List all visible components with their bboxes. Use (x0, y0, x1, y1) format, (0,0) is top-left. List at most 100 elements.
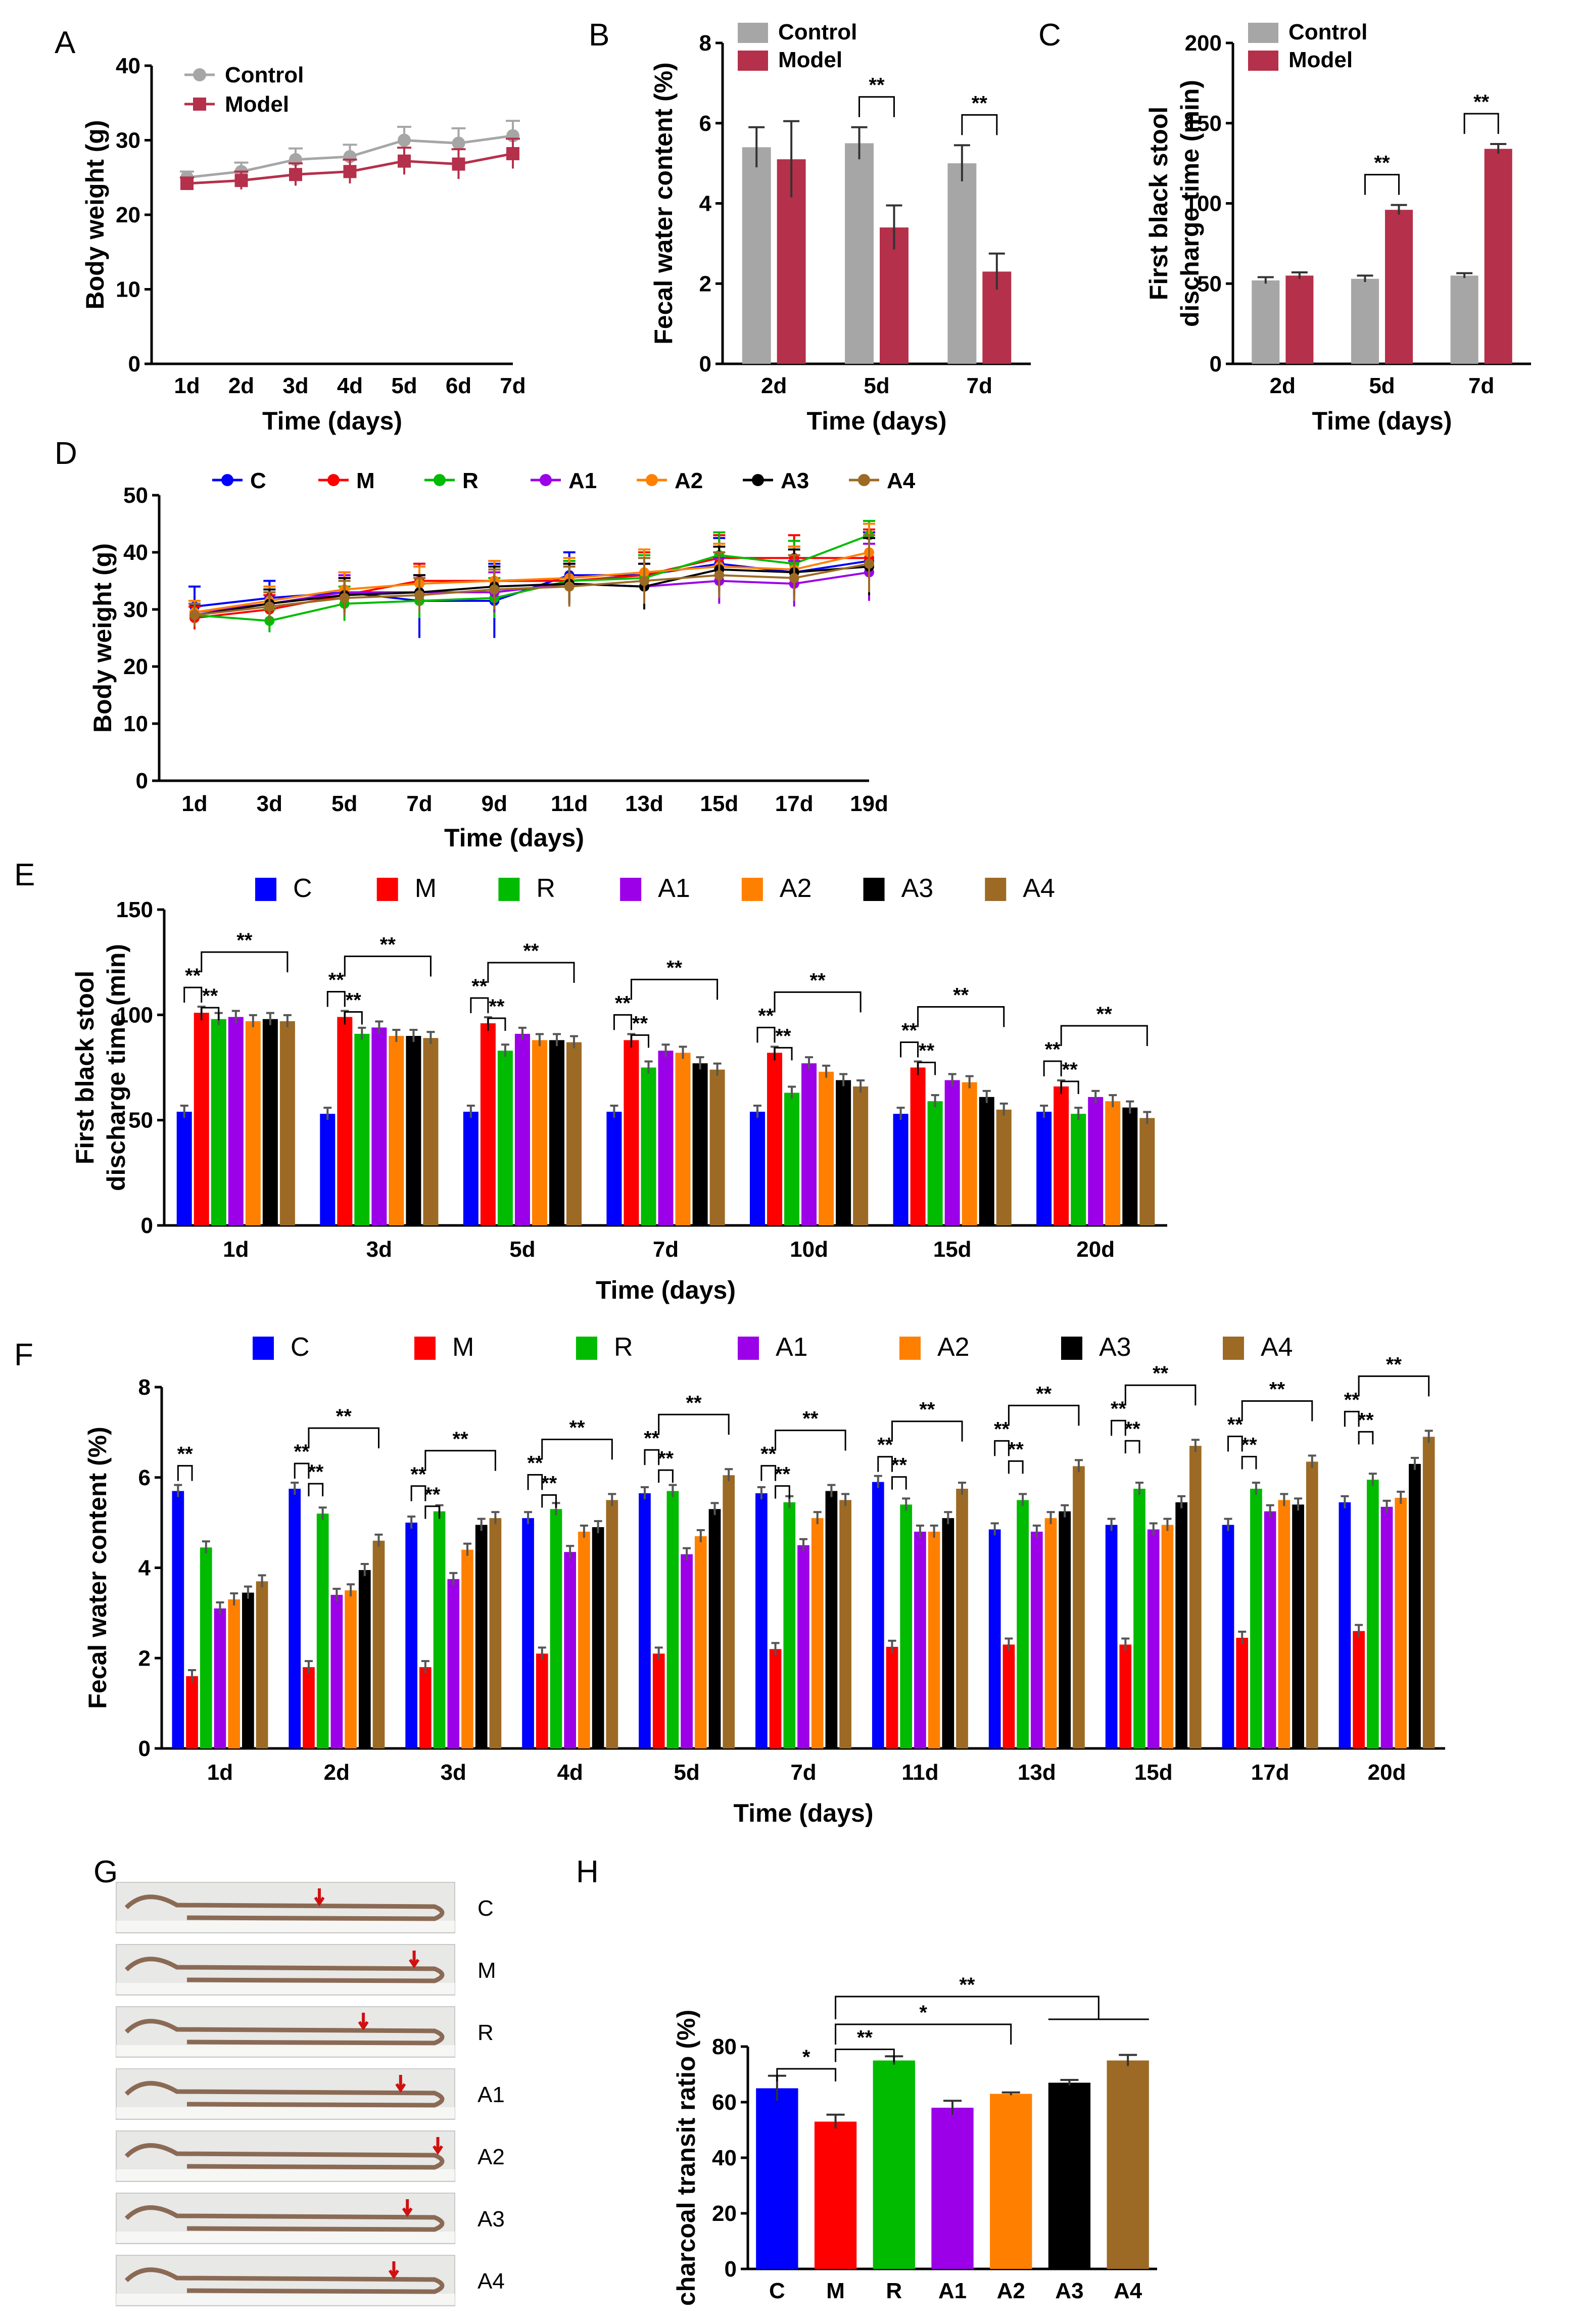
e-bar-c (320, 1114, 336, 1225)
a-legend-label: Model (225, 92, 289, 117)
c-legend-label: Control (1288, 20, 1367, 44)
d-point-a4 (489, 584, 500, 595)
d-y-tick-label: 50 (123, 483, 148, 508)
c-y-tick-label: 0 (1210, 352, 1222, 376)
f-sig-bracket (877, 1456, 893, 1472)
a-point-model (289, 168, 302, 181)
g-ruler (116, 2045, 455, 2056)
b-x-tick-label: 5d (864, 373, 889, 398)
f-sig-label: ** (453, 1428, 469, 1450)
a-legend-label: Control (225, 63, 304, 87)
f-bar-m (419, 1667, 432, 1748)
f-bar-c (872, 1482, 884, 1748)
e-legend-swatch (985, 878, 1007, 901)
d-x-label: Time (days) (444, 824, 584, 852)
e-x-tick-label: 3d (366, 1237, 392, 1262)
f-x-tick-label: 2d (324, 1760, 350, 1785)
f-bar-a4 (1306, 1461, 1318, 1748)
f-legend-label: C (291, 1333, 310, 1362)
panel-label-F: F (14, 1338, 33, 1372)
e-y-tick-label: 100 (116, 1003, 153, 1027)
e-legend-swatch (498, 878, 520, 901)
f-sig-label: ** (1344, 1389, 1360, 1411)
d-x-tick-label: 13d (625, 791, 663, 816)
f-sig-label: ** (294, 1441, 310, 1463)
panel-label-B: B (589, 18, 609, 53)
a-point-model (234, 174, 248, 187)
f-bar-a4 (1422, 1437, 1435, 1748)
a-x-tick-label: 6d (446, 373, 471, 398)
a-x-label: Time (days) (262, 407, 402, 435)
f-sig-label: ** (760, 1443, 777, 1465)
panel-label-E: E (14, 858, 35, 892)
e-sig-bracket (756, 1026, 776, 1043)
f-sig-label: ** (919, 1399, 935, 1421)
f-bar-a3 (1059, 1511, 1071, 1748)
f-sig-label: ** (1008, 1438, 1024, 1460)
d-legend-label: A1 (568, 468, 597, 493)
e-bar-m (480, 1023, 496, 1225)
a-point-model (343, 165, 357, 178)
e-sig-bracket (630, 978, 719, 1000)
e-bar-m (1054, 1086, 1069, 1225)
e-bar-a2 (532, 1040, 547, 1225)
f-legend-label: M (452, 1333, 474, 1362)
f-x-tick-label: 11d (901, 1760, 938, 1785)
chart-f-fecal-water: 024681d**2d******3d******4d******5d*****… (83, 1333, 1445, 1827)
f-sig-bracket (308, 1483, 324, 1497)
panel-label-H: H (576, 1855, 599, 1889)
f-bar-a4 (372, 1540, 385, 1748)
f-bar-a1 (914, 1532, 926, 1748)
e-sig-bracket (774, 1047, 793, 1061)
a-legend-marker (193, 98, 206, 111)
e-x-tick-label: 7d (653, 1237, 679, 1262)
f-sig-bracket (424, 1505, 441, 1519)
e-sig-label: ** (185, 965, 201, 987)
b-legend-label: Model (778, 48, 842, 72)
e-legend-swatch (620, 878, 642, 901)
a-point-model (452, 157, 465, 171)
d-y-tick-label: 30 (123, 597, 148, 622)
c-bar-control (1351, 278, 1379, 364)
f-bar-r (900, 1504, 913, 1748)
h-bar-a3 (1048, 2082, 1091, 2269)
f-legend-label: A1 (776, 1333, 808, 1362)
e-legend-swatch (376, 878, 398, 901)
f-bar-a2 (461, 1549, 473, 1748)
e-y-tick-label: 50 (128, 1108, 153, 1133)
d-series-line-a3 (194, 565, 870, 616)
e-bar-a4 (1139, 1118, 1155, 1225)
g-charcoal-front-arrow (402, 2199, 413, 2217)
a-y-label: Body weight (g) (81, 120, 109, 310)
f-bar-r (550, 1509, 562, 1748)
g-charcoal-front-arrow (395, 2075, 406, 2093)
f-legend-swatch (899, 1337, 921, 1360)
e-bar-a4 (566, 1042, 582, 1225)
f-bar-a3 (1175, 1502, 1187, 1748)
f-x-tick-label: 20d (1368, 1760, 1406, 1785)
c-sig-label: ** (1374, 152, 1390, 174)
f-sig-bracket (424, 1450, 496, 1471)
f-bar-a3 (708, 1509, 721, 1748)
a-y-tick-label: 30 (116, 128, 140, 153)
f-bar-c (172, 1491, 184, 1748)
h-x-tick-label: A1 (938, 2279, 967, 2303)
e-sig-bracket (326, 991, 346, 1007)
f-sig-bracket (177, 1465, 193, 1481)
f-bar-a3 (1409, 1463, 1421, 1748)
e-sig-label: ** (328, 969, 345, 991)
b-sig-bracket (961, 114, 998, 135)
d-legend-marker (327, 474, 340, 486)
d-x-tick-label: 3d (257, 791, 282, 816)
d-x-tick-label: 11d (551, 791, 588, 816)
b-legend-swatch (738, 23, 768, 43)
f-bar-r (1017, 1500, 1029, 1748)
d-y-tick-label: 10 (123, 712, 148, 736)
f-sig-label: ** (658, 1447, 674, 1469)
d-legend-label: A4 (887, 468, 916, 493)
f-sig-bracket (1008, 1460, 1024, 1474)
b-x-tick-label: 2d (761, 373, 787, 398)
f-sig-bracket (541, 1438, 613, 1460)
d-legend-label: C (250, 468, 266, 493)
